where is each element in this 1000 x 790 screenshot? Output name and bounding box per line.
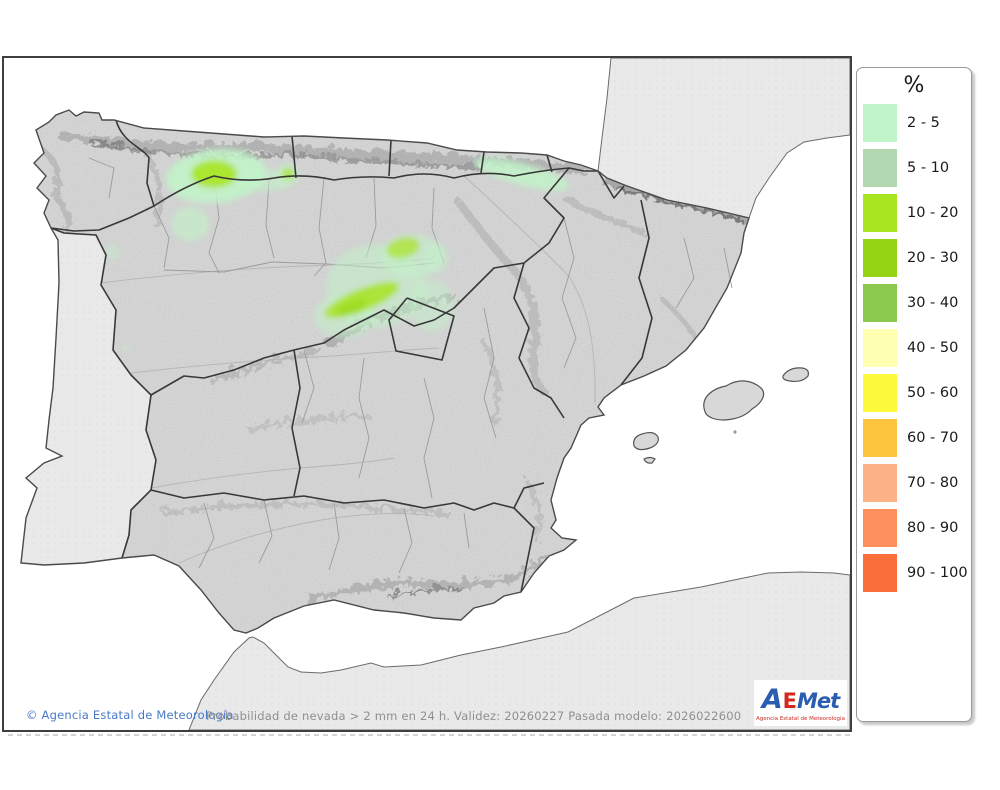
legend-label: 2 - 5 bbox=[907, 114, 940, 131]
coastline bbox=[20, 109, 750, 634]
iberia-map-svg bbox=[4, 58, 850, 730]
legend-row: 50 - 60 bbox=[857, 370, 971, 415]
legend-row: 5 - 10 bbox=[857, 145, 971, 190]
aemet-logo: AEMet Agencia Estatal de Meteorología bbox=[754, 680, 847, 726]
legend-label: 20 - 30 bbox=[907, 249, 959, 266]
legend-row: 70 - 80 bbox=[857, 460, 971, 505]
legend-row: 60 - 70 bbox=[857, 415, 971, 460]
legend-row: 20 - 30 bbox=[857, 235, 971, 280]
legend-row: 10 - 20 bbox=[857, 190, 971, 235]
copyright-text: © Agencia Estatal de Meteorología bbox=[26, 708, 234, 722]
legend-label: 40 - 50 bbox=[907, 339, 959, 356]
map-frame-shadow bbox=[8, 734, 854, 736]
aemet-logo-subtitle: Agencia Estatal de Meteorología bbox=[756, 715, 845, 722]
legend-label: 80 - 90 bbox=[907, 519, 959, 536]
legend-row: 2 - 5 bbox=[857, 100, 971, 145]
africa-landmass bbox=[188, 571, 850, 730]
legend-row: 90 - 100 bbox=[857, 550, 971, 595]
legend-panel: % 2 - 5 5 - 10 10 - 20 20 - 30 30 - 40 4… bbox=[856, 67, 972, 722]
legend-row: 80 - 90 bbox=[857, 505, 971, 550]
product-info-text: Probabilidad de nevada > 2 mm en 24 h. V… bbox=[206, 709, 742, 723]
legend-swatch-5-10 bbox=[863, 148, 897, 187]
legend-swatch-80-90 bbox=[863, 508, 897, 547]
portugal-landmass bbox=[21, 228, 156, 565]
legend-label: 10 - 20 bbox=[907, 204, 959, 221]
legend-swatch-40-50 bbox=[863, 328, 897, 367]
legend-label: 30 - 40 bbox=[907, 294, 959, 311]
map-canvas bbox=[2, 56, 852, 732]
legend-label: 60 - 70 bbox=[907, 429, 959, 446]
legend-swatch-70-80 bbox=[863, 463, 897, 502]
legend-label: 70 - 80 bbox=[907, 474, 959, 491]
legend-swatch-2-5 bbox=[863, 103, 897, 142]
legend-swatch-10-20 bbox=[863, 193, 897, 232]
legend-swatch-30-40 bbox=[863, 283, 897, 322]
legend-swatch-20-30 bbox=[863, 238, 897, 277]
legend-swatch-90-100 bbox=[863, 553, 897, 592]
legend-label: 50 - 60 bbox=[907, 384, 959, 401]
legend-label: 5 - 10 bbox=[907, 159, 950, 176]
community-borders bbox=[50, 119, 653, 593]
legend-title: % bbox=[903, 73, 925, 98]
aemet-logo-wordmark: AEMet bbox=[761, 683, 840, 715]
legend-row: 40 - 50 bbox=[857, 325, 971, 370]
legend-row: 30 - 40 bbox=[857, 280, 971, 325]
legend-swatch-50-60 bbox=[863, 373, 897, 412]
legend-swatch-60-70 bbox=[863, 418, 897, 457]
legend-label: 90 - 100 bbox=[907, 564, 968, 581]
balearic-islands bbox=[633, 367, 809, 464]
